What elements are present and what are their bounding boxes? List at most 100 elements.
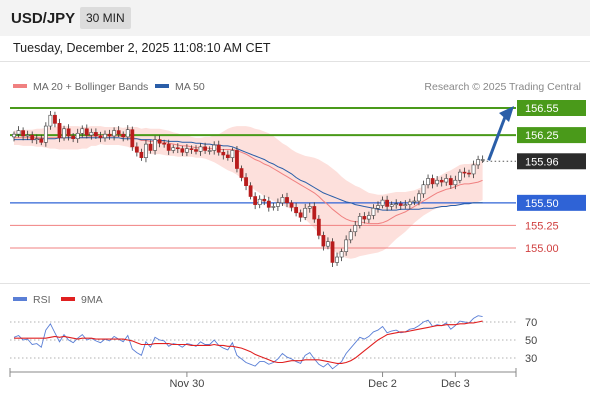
rsi-legend-swatch-0 — [13, 297, 27, 301]
candle-body — [353, 225, 358, 233]
candle-body — [348, 231, 353, 241]
candle-body — [462, 171, 467, 174]
candle-body — [94, 132, 98, 137]
candle-body — [307, 206, 312, 209]
candle-body — [166, 143, 171, 151]
candle-body — [189, 148, 194, 150]
rsi-legend-label-1: 9MA — [81, 294, 103, 306]
candle-body — [16, 130, 21, 135]
candle-body — [84, 128, 89, 136]
candle-body — [344, 239, 349, 252]
ma50-line — [14, 137, 483, 211]
candle-body — [80, 128, 85, 134]
legend-swatch-0 — [13, 84, 27, 88]
candle-body — [130, 129, 135, 148]
candle-body — [48, 114, 53, 127]
bollinger-band — [14, 126, 483, 259]
candle-body — [326, 241, 330, 247]
header-divider — [0, 61, 590, 62]
candle-body — [21, 130, 26, 137]
candle-body — [471, 164, 476, 175]
candle-body — [134, 146, 139, 153]
candle-body — [262, 198, 267, 202]
rsi-ma9-line — [14, 320, 483, 364]
candle-body — [439, 179, 444, 183]
candle-body — [366, 215, 371, 220]
candle-body — [266, 200, 271, 208]
candle-body — [62, 128, 66, 139]
candle-body — [376, 205, 380, 209]
price-label-4: 155.25 — [525, 220, 559, 232]
candle-body — [357, 216, 362, 226]
candle-body — [253, 196, 258, 205]
candle-body — [480, 159, 485, 161]
rsi-line — [13, 315, 483, 370]
projection-arrow-head — [499, 106, 514, 122]
candle-body — [12, 133, 16, 138]
candle-body — [221, 151, 226, 156]
candle-body — [280, 197, 285, 204]
candle-body — [444, 178, 449, 183]
instrument-title: USD/JPY — [11, 10, 76, 27]
timeframe-button[interactable]: 30 MIN — [80, 7, 131, 29]
candle-body — [89, 132, 94, 136]
candle-body — [430, 178, 435, 185]
candle-body — [435, 179, 440, 185]
candle-body — [426, 178, 430, 186]
price-label-3: 155.50 — [525, 198, 559, 210]
candle-body — [321, 235, 326, 247]
candle-body — [153, 139, 157, 151]
price-label-bg-0 — [517, 100, 586, 116]
candle-body — [25, 134, 30, 137]
candle-body — [30, 134, 35, 140]
candle-body — [180, 148, 185, 153]
candle-body — [380, 199, 385, 206]
candle-body — [107, 133, 112, 137]
candle-body — [207, 150, 212, 152]
candle-body — [339, 251, 344, 258]
candle-body — [457, 171, 462, 181]
candle-body — [103, 133, 107, 139]
candle-body — [57, 123, 62, 139]
candle-body — [203, 146, 208, 151]
candle-body — [398, 203, 403, 206]
candle-body — [289, 202, 294, 208]
candle-body — [371, 207, 376, 216]
candle-body — [216, 144, 221, 153]
candle-body — [362, 216, 367, 220]
candle-body — [162, 142, 167, 145]
candle-body — [34, 138, 39, 141]
x-tick-label-0: Nov 30 — [169, 378, 204, 390]
x-tick-label-1: Dec 2 — [368, 378, 397, 390]
ma20-line — [14, 134, 483, 225]
candle-body — [394, 203, 399, 206]
candle-body — [389, 204, 394, 207]
candle-body — [476, 159, 481, 166]
candle-body — [298, 212, 303, 218]
candle-body — [316, 218, 321, 236]
candle-body — [303, 207, 308, 218]
candle-body — [275, 202, 280, 207]
candle-body — [194, 149, 198, 152]
candle-body — [116, 130, 121, 135]
rsi-level-label-1: 50 — [525, 335, 537, 347]
candle-body — [175, 147, 180, 150]
candle-body — [244, 177, 248, 186]
candle-body — [271, 206, 276, 208]
price-label-1: 156.25 — [525, 130, 559, 142]
rsi-level-label-2: 30 — [525, 353, 537, 365]
candle-body — [43, 125, 48, 143]
candle-body — [144, 143, 148, 158]
price-label-bg-2 — [517, 153, 586, 170]
candle-body — [71, 135, 76, 140]
rsi-legend-label-0: RSI — [33, 294, 51, 306]
candle-body — [235, 150, 239, 169]
candle-body — [230, 150, 235, 158]
rsi-legend-swatch-1 — [61, 297, 75, 301]
candle-body — [385, 199, 390, 207]
candle-body — [294, 207, 299, 214]
candle-body — [421, 184, 426, 195]
candle-body — [98, 135, 103, 139]
x-tick-label-2: Dec 3 — [441, 378, 470, 390]
